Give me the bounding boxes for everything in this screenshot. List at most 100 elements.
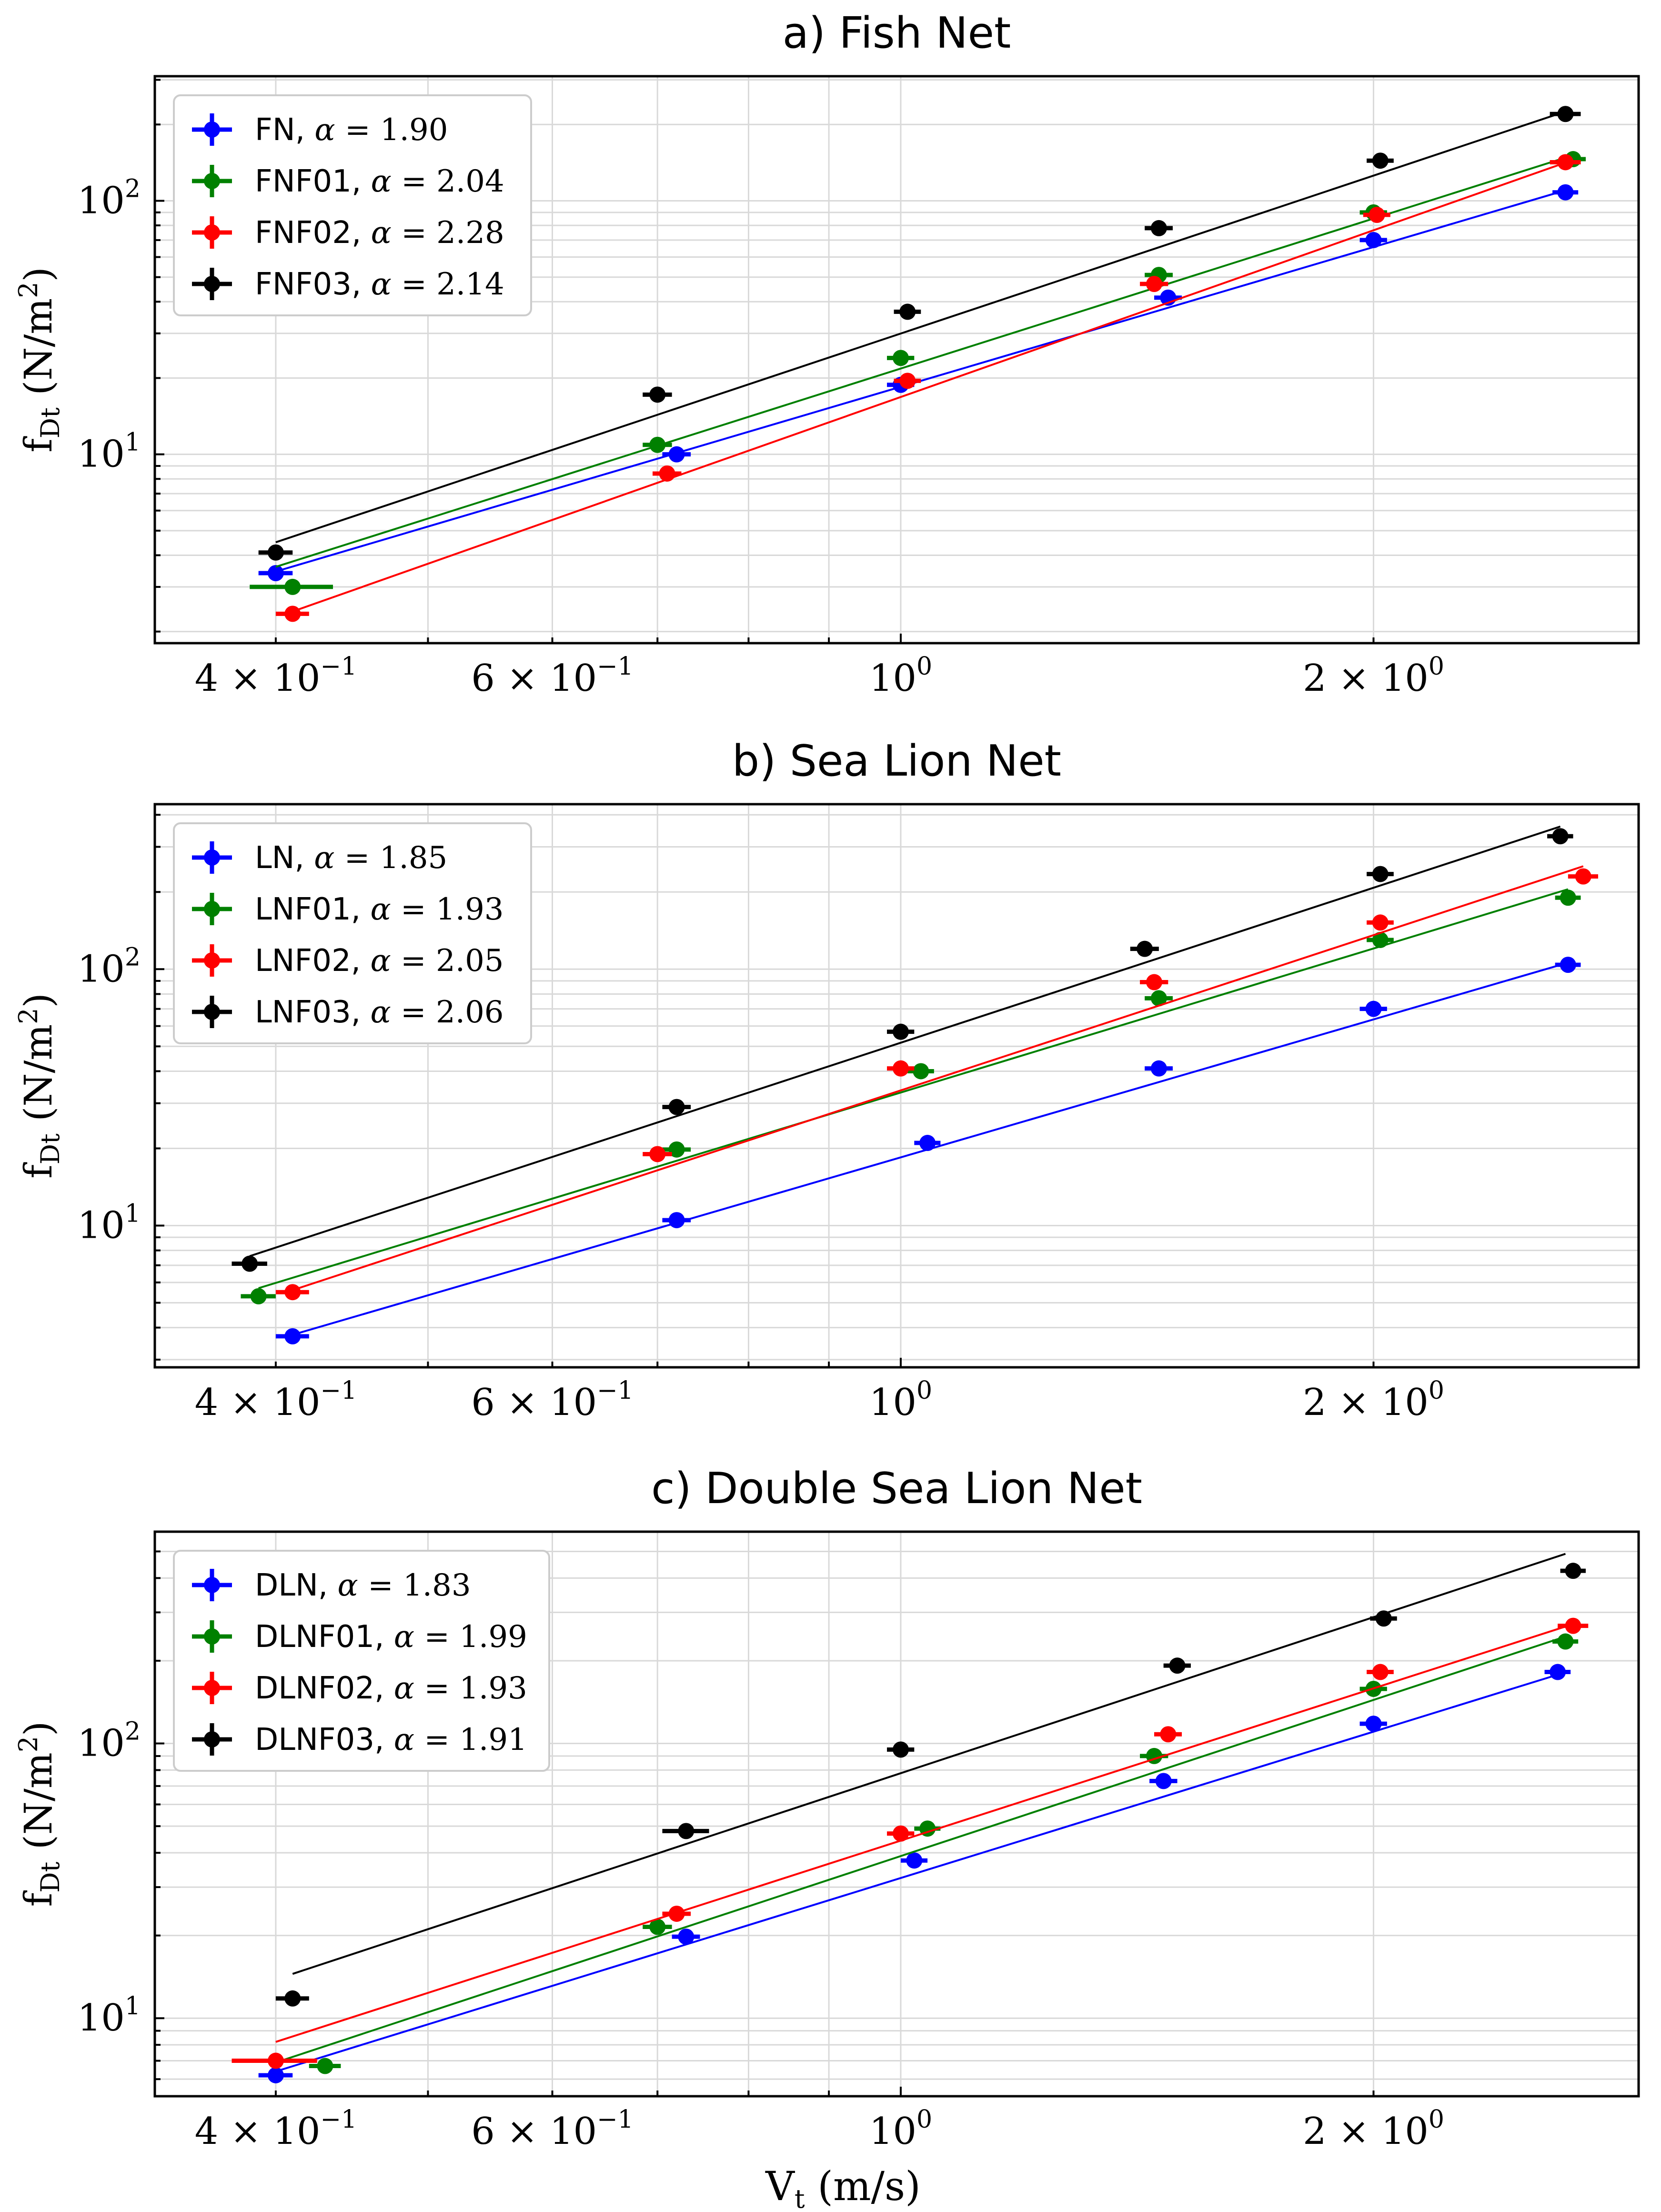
chart-title: c) Double Sea Lion Net xyxy=(651,1464,1142,1514)
legend: FN, α = 1.90 FNF01, α = 2.04 FNF02, α = 2.… xyxy=(173,94,532,316)
data-point xyxy=(659,465,675,482)
legend-marker-point xyxy=(204,1628,220,1645)
legend-entry-LNF02: LNF02, α = 2.05 xyxy=(192,943,504,979)
data-point xyxy=(892,1060,909,1077)
legend-label: DLNF03, α = 1.91 xyxy=(255,1722,527,1757)
panel-2: b) Sea Lion Net 4 × 10−1 6 × 10−1 100 2 × 10… xyxy=(13,736,1640,1424)
fit-line-FNF01 xyxy=(275,156,1566,568)
data-point xyxy=(678,1929,695,1945)
x-tick-label: 2 × 100 xyxy=(1303,2105,1444,2153)
legend-marker-point xyxy=(204,901,220,917)
series-DLN xyxy=(258,1664,1571,2083)
data-point xyxy=(1372,866,1389,882)
legend-box xyxy=(173,94,532,316)
data-point xyxy=(1372,1664,1389,1680)
legend-marker-point xyxy=(204,1731,220,1747)
legend-entry-FNF01: FNF01, α = 2.04 xyxy=(192,164,504,199)
legend-box xyxy=(173,1550,550,1772)
data-point xyxy=(1150,990,1167,1007)
data-point xyxy=(668,446,685,463)
panel-1: a) Fish Net 4 × 10−1 6 × 10−1 100 2 × 100 101… xyxy=(13,8,1640,700)
data-point xyxy=(1146,275,1163,292)
plot-frame xyxy=(153,1530,1640,2098)
fit-line-DLN xyxy=(275,1674,1558,2072)
data-point xyxy=(1365,1716,1382,1732)
data-point xyxy=(1369,207,1385,223)
legend-entry-DLNF03: DLNF03, α = 1.91 xyxy=(192,1722,527,1757)
data-point xyxy=(678,1823,695,1839)
fit-line-LNF02 xyxy=(292,865,1584,1291)
data-point xyxy=(906,1852,923,1869)
legend-marker-point xyxy=(204,952,220,969)
data-point xyxy=(1160,1726,1177,1743)
data-point xyxy=(1552,828,1569,845)
data-point xyxy=(1575,868,1591,885)
data-point xyxy=(250,1288,267,1304)
data-point xyxy=(267,544,284,561)
data-point xyxy=(913,1063,929,1080)
series-LNF03 xyxy=(232,826,1573,1272)
y-tick-label: 102 xyxy=(78,174,141,222)
data-point xyxy=(668,1905,685,1922)
legend-label: LNF01, α = 1.93 xyxy=(255,892,504,927)
legend-label: FNF01, α = 2.04 xyxy=(255,164,504,199)
fit-line-FNF02 xyxy=(292,159,1574,613)
chart-title: b) Sea Lion Net xyxy=(732,736,1061,786)
fit-line-LNF03 xyxy=(249,826,1561,1257)
data-point xyxy=(284,1990,301,2007)
data-point xyxy=(1146,974,1163,990)
x-tick-label: 6 × 10−1 xyxy=(471,1376,633,1424)
data-point xyxy=(1557,106,1574,122)
legend-entry-DLNF01: DLNF01, α = 1.99 xyxy=(192,1619,527,1655)
legend: DLN, α = 1.83 DLNF01, α = 1.99 DLNF02, α =… xyxy=(173,1550,550,1772)
y-tick-label: 101 xyxy=(78,1992,141,2040)
data-point xyxy=(1155,1773,1172,1789)
legend-label: DLNF02, α = 1.93 xyxy=(255,1671,527,1706)
x-tick-label: 100 xyxy=(869,1376,932,1424)
legend-label: LNF02, α = 2.05 xyxy=(255,943,504,979)
legend-entry-DLN: DLN, α = 1.83 xyxy=(192,1568,471,1603)
legend-label: FNF02, α = 2.28 xyxy=(255,215,504,251)
data-point xyxy=(1375,1610,1392,1627)
legend-marker-point xyxy=(204,224,220,241)
data-point xyxy=(317,2058,333,2074)
y-axis-label: fDt (N/m2) xyxy=(13,993,65,1179)
legend-entry-DLNF02: DLNF02, α = 1.93 xyxy=(192,1671,527,1706)
data-point xyxy=(892,1825,909,1842)
legend-label: FN, α = 1.90 xyxy=(255,112,448,148)
data-point xyxy=(1557,154,1574,171)
x-tick-label: 100 xyxy=(869,652,932,700)
data-point xyxy=(1557,184,1574,201)
legend-box xyxy=(173,822,532,1044)
legend-marker-point xyxy=(204,1577,220,1593)
legend-entry-LNF03: LNF03, α = 2.06 xyxy=(192,995,504,1030)
data-point xyxy=(919,1135,936,1151)
x-tick-label: 6 × 10−1 xyxy=(471,2105,633,2153)
data-point xyxy=(284,1328,301,1344)
series-LN xyxy=(275,957,1581,1344)
panels: a) Fish Net 4 × 10−1 6 × 10−1 100 2 × 100 101… xyxy=(13,8,1640,2153)
series-LNF02 xyxy=(275,865,1599,1301)
data-point xyxy=(267,565,284,582)
data-point xyxy=(1372,931,1389,948)
data-point xyxy=(649,386,666,403)
data-point xyxy=(668,1212,685,1229)
data-point xyxy=(1560,957,1576,973)
data-point xyxy=(1565,1617,1581,1634)
data-point xyxy=(284,1284,301,1301)
data-point xyxy=(668,1141,685,1158)
data-point xyxy=(284,606,301,622)
legend-label: FNF03, α = 2.14 xyxy=(255,267,504,302)
data-point xyxy=(1137,940,1153,957)
series-LNF01 xyxy=(241,888,1581,1304)
x-tick-label: 4 × 10−1 xyxy=(195,1376,357,1424)
x-tick-label: 2 × 100 xyxy=(1303,652,1444,700)
legend-label: DLNF01, α = 1.99 xyxy=(255,1619,527,1655)
legend-entry-LN: LN, α = 1.85 xyxy=(192,840,447,876)
data-point xyxy=(668,1099,685,1115)
y-tick-label: 102 xyxy=(78,943,141,990)
legend-entry-FNF02: FNF02, α = 2.28 xyxy=(192,215,504,251)
y-axis-label: fDt (N/m2) xyxy=(13,267,65,453)
plot-frame xyxy=(153,75,1640,645)
legend-marker-point xyxy=(204,173,220,189)
